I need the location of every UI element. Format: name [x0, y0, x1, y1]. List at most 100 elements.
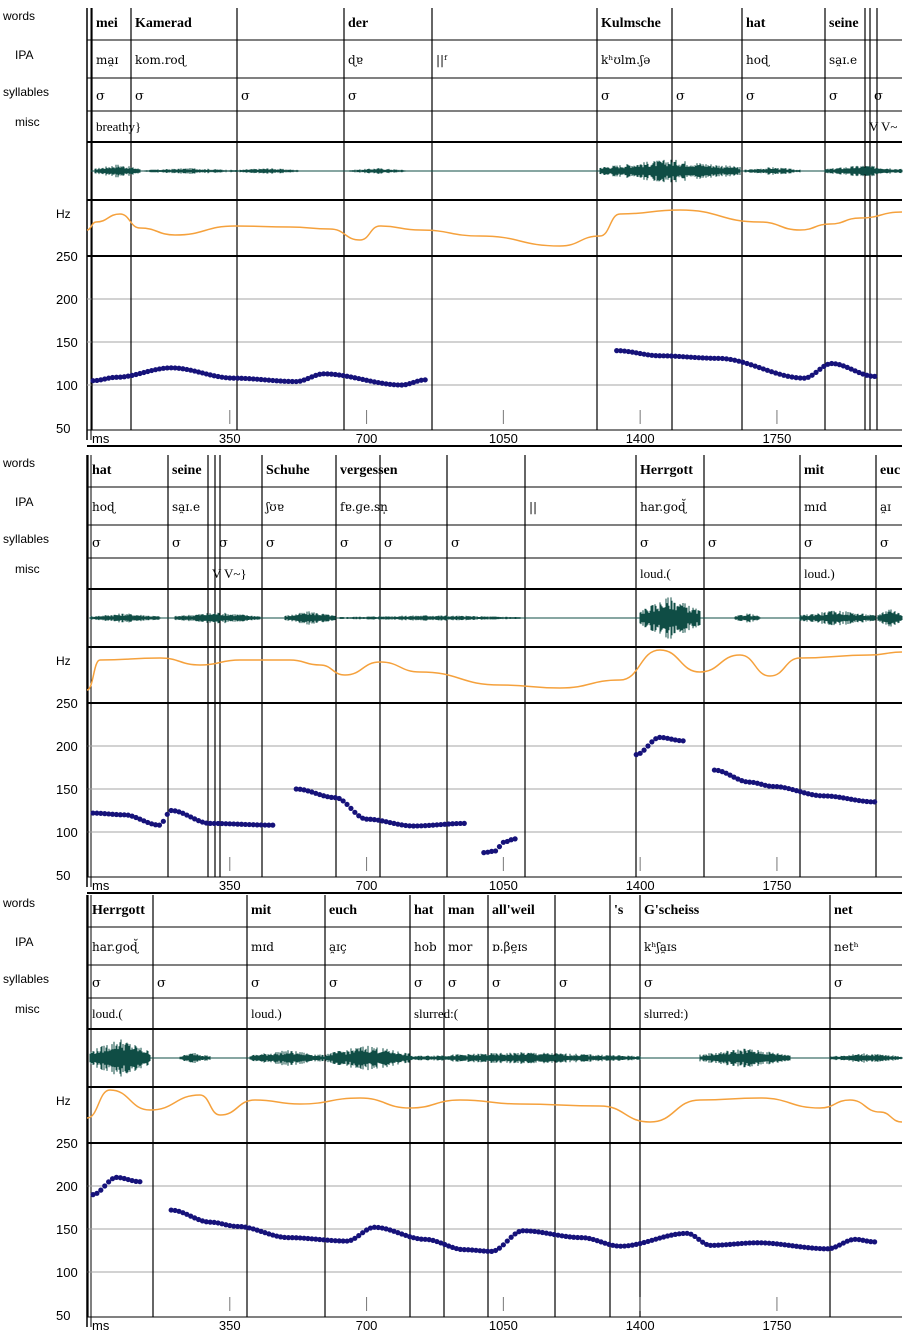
pitch-point	[160, 365, 166, 371]
pitch-point	[856, 369, 862, 376]
pitch-tick-label: 150	[56, 1222, 78, 1237]
pitch-point	[453, 1245, 460, 1252]
pitch-point	[481, 850, 487, 856]
pitch-point	[715, 355, 721, 361]
pitch-point	[176, 809, 182, 815]
pitch-point	[410, 379, 417, 386]
pitch-point	[547, 1231, 553, 1237]
syllable-mark: σ	[219, 536, 228, 551]
pitch-point	[141, 369, 147, 376]
pitch-point	[164, 811, 170, 817]
pitch-point	[848, 1237, 854, 1243]
pitch-point	[680, 354, 686, 360]
pitch-point	[860, 371, 866, 377]
pitch-point	[860, 798, 866, 804]
word-label: G'scheiss	[644, 903, 700, 918]
pitch-point	[645, 743, 651, 749]
pitch-point	[328, 371, 335, 377]
pitch-point	[231, 375, 237, 381]
pitch-point	[348, 1237, 354, 1243]
ipa-label: mor	[448, 940, 473, 954]
pitch-point	[801, 1244, 807, 1250]
pitch-point	[426, 1237, 432, 1243]
pitch-point	[672, 737, 678, 743]
pitch-point	[356, 375, 362, 382]
pitch-point	[821, 1246, 827, 1252]
pitch-point	[774, 1241, 780, 1247]
pitch-point	[309, 374, 315, 380]
pitch-point	[113, 811, 120, 818]
pitch-point	[590, 1236, 596, 1243]
pitch-point	[672, 1231, 678, 1237]
pitch-point	[641, 747, 647, 753]
pitch-point	[524, 1228, 530, 1234]
pitch-point	[332, 371, 338, 378]
pitch-point	[715, 767, 721, 774]
ipa-label: ʃʊɐ	[264, 500, 284, 514]
pitch-point	[356, 813, 362, 819]
pitch-point	[188, 367, 194, 373]
pitch-point	[770, 1240, 776, 1247]
ipa-label: a̯ɪç	[329, 940, 347, 954]
pitch-point	[430, 1237, 436, 1243]
pitch-point	[516, 1229, 522, 1235]
misc-label: slurred:(	[414, 1006, 458, 1021]
pitch-point	[813, 792, 819, 798]
pitch-point	[180, 366, 186, 372]
pitch-point	[403, 1232, 409, 1238]
pitch-point	[633, 1241, 639, 1247]
pitch-point	[668, 736, 675, 742]
axis-label-ms: ms	[92, 1318, 110, 1330]
pitch-point	[578, 1235, 585, 1241]
pitch-point	[684, 354, 690, 360]
pitch-point	[242, 821, 249, 828]
pitch-point	[485, 1248, 491, 1254]
pitch-point	[793, 1243, 800, 1249]
pitch-point	[379, 380, 385, 386]
pitch-point	[375, 817, 381, 823]
pitch-point	[133, 371, 139, 378]
pitch-point	[703, 355, 710, 361]
time-tick-label: 700	[356, 431, 378, 446]
pitch-tick-label: 50	[56, 1308, 70, 1323]
pitch-point	[633, 752, 639, 758]
pitch-point	[660, 353, 667, 359]
pitch-point	[684, 1230, 690, 1236]
pitch-point	[180, 1210, 186, 1216]
pitch-point	[688, 1231, 694, 1237]
pitch-point	[696, 355, 702, 361]
pitch-point	[102, 811, 108, 817]
pitch-point	[90, 378, 96, 384]
pitch-point	[270, 822, 276, 828]
time-tick-label: 1750	[762, 1318, 791, 1330]
pitch-point	[168, 1207, 174, 1213]
pitch-point	[399, 822, 405, 828]
pitch-point	[567, 1234, 573, 1240]
pitch-point	[356, 1233, 362, 1239]
pitch-point	[211, 820, 217, 827]
pitch-point	[223, 1222, 229, 1228]
pitch-point	[438, 1240, 444, 1246]
syllable-mark: σ	[492, 976, 501, 991]
pitch-point	[98, 810, 104, 816]
axis-label-ms: ms	[92, 878, 110, 893]
pitch-point	[242, 375, 249, 382]
pitch-point	[469, 1247, 475, 1253]
pitch-point	[551, 1231, 557, 1238]
ipa-label: ɒ.βe̯ɪs	[492, 940, 528, 954]
word-label: Kamerad	[135, 16, 192, 31]
pitch-point	[184, 812, 190, 818]
time-tick-label: 1750	[762, 878, 791, 893]
pitch-point	[383, 381, 389, 387]
pitch-point	[512, 836, 518, 842]
pitch-point	[344, 801, 350, 808]
pitch-point	[223, 375, 229, 381]
pitch-point	[789, 374, 795, 380]
pitch-point	[301, 1235, 307, 1241]
pitch-point	[668, 1232, 675, 1238]
pitch-point	[324, 1237, 331, 1243]
pitch-tick-label: 150	[56, 782, 78, 797]
pitch-point	[563, 1233, 569, 1239]
pitch-point	[235, 1223, 241, 1230]
